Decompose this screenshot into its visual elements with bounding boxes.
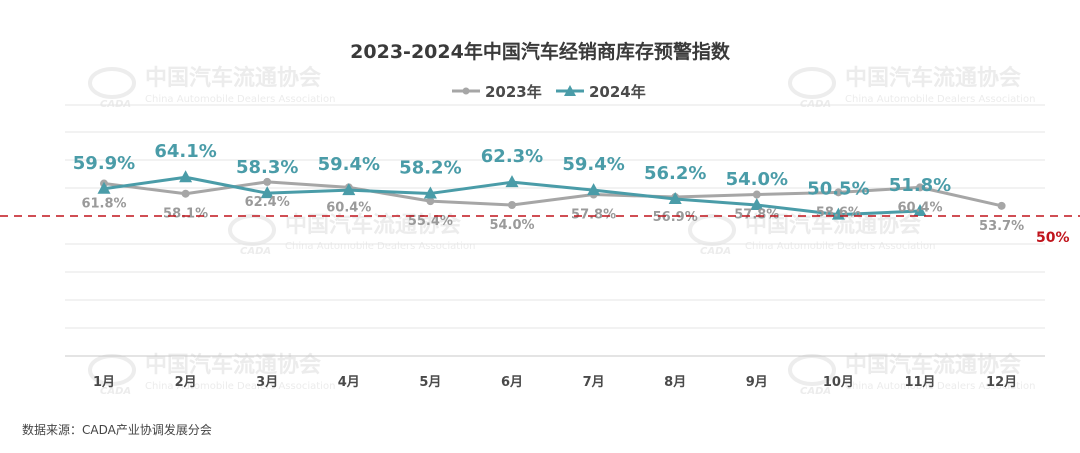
data-label-2024: 56.2% <box>644 163 706 184</box>
x-tick-label: 5月 <box>419 375 441 390</box>
x-tick-label: 6月 <box>501 375 523 390</box>
x-tick-label: 2月 <box>175 375 197 390</box>
grid-lines <box>65 104 1045 357</box>
data-label-2024: 58.2% <box>399 157 461 178</box>
watermark-subtext: China Automobile Dealers Association <box>145 94 335 105</box>
x-tick-label: 7月 <box>583 375 605 390</box>
watermark-subtext: China Automobile Dealers Association <box>145 381 335 392</box>
series-point-2023 <box>997 201 1006 210</box>
data-label-2023: 54.0% <box>489 218 534 233</box>
data-label-2023: 56.9% <box>653 210 698 225</box>
series-line-2023 <box>103 180 1002 208</box>
data-label-2024: 54.0% <box>726 169 788 190</box>
series-point-2024 <box>913 204 927 217</box>
series-point-2024 <box>342 183 356 196</box>
chart-title: 2023-2024年中国汽车经销商库存预警指数 <box>350 40 731 63</box>
legend-marker-2024 <box>564 85 576 96</box>
data-label-2024: 59.9% <box>73 153 135 174</box>
series-point-2024 <box>505 175 519 188</box>
watermark-text: 中国汽车流通协会 <box>845 65 1021 91</box>
watermark-logo-text: CADA <box>100 386 131 397</box>
series-point-2023 <box>834 188 843 197</box>
watermark-logo-icon <box>88 67 136 99</box>
data-label-2024: 59.4% <box>562 154 624 175</box>
data-label-2024: 59.4% <box>318 154 380 175</box>
data-labels: 59.9% 64.1% 58.3% 59.4% 58.2% 62.3% 59.4% 56.2%… <box>73 141 1024 234</box>
series-point-2024 <box>423 186 437 199</box>
source-note: 数据来源：CADA产业协调发展分会 <box>22 422 212 437</box>
data-label-2023: 62.4% <box>245 195 290 210</box>
reference-line-label: 50% <box>1036 230 1070 246</box>
data-label-2023: 55.4% <box>408 214 453 229</box>
watermark-subtext: China Automobile Dealers Association <box>285 241 475 252</box>
x-tick-label: 11月 <box>904 375 935 390</box>
data-label-2023: 53.7% <box>979 219 1024 234</box>
x-tick-label: 8月 <box>664 375 686 390</box>
data-label-2024: 62.3% <box>481 146 543 167</box>
data-label-2023: 60.4% <box>897 200 942 215</box>
data-label-2023: 57.8% <box>571 208 616 223</box>
watermark-subtext: China Automobile Dealers Association <box>845 94 1035 105</box>
watermark-logo-icon <box>788 67 836 99</box>
series-point-2023 <box>181 189 190 198</box>
watermark-subtext: China Automobile Dealers Association <box>845 381 1035 392</box>
series-point-2024 <box>179 170 193 183</box>
legend-label-2024: 2024年 <box>589 83 646 101</box>
data-label-2023: 57.8% <box>734 208 779 223</box>
watermark-layer: 中国汽车流通协会 China Automobile Dealers Associa… <box>88 65 1035 397</box>
data-label-2023: 60.4% <box>326 200 371 215</box>
series-point-2024 <box>750 198 764 210</box>
watermark-logo-text: CADA <box>700 246 731 257</box>
legend-label-2023: 2023年 <box>485 83 542 101</box>
series-point-2024 <box>668 191 682 204</box>
watermark-logo-icon <box>228 214 276 246</box>
reference-line: 50% <box>0 215 1080 246</box>
x-tick-label: 1月 <box>93 375 115 390</box>
data-label-2024: 51.8% <box>889 175 951 196</box>
series-point-2023 <box>508 201 516 209</box>
x-tick-label: 10月 <box>823 375 854 390</box>
watermark-text: 中国汽车流通协会 <box>145 65 321 91</box>
data-label-2023: 61.8% <box>81 197 126 212</box>
x-tick-label: 3月 <box>256 375 278 390</box>
series-point-2023 <box>263 177 272 186</box>
x-tick-label: 12月 <box>986 375 1017 390</box>
data-label-2024: 50.5% <box>807 179 869 200</box>
series-point-2024 <box>260 186 274 199</box>
data-label-2023: 58.6% <box>816 205 861 220</box>
series-layer <box>97 170 1006 220</box>
data-label-2024: 64.1% <box>154 141 216 162</box>
series-point-2024 <box>587 183 601 196</box>
data-label-2024: 58.3% <box>236 157 298 178</box>
watermark-logo-text: CADA <box>800 386 831 397</box>
series-point-2023 <box>752 190 761 199</box>
data-label-2023: 58.1% <box>163 207 208 222</box>
x-tick-label: 4月 <box>338 375 360 390</box>
legend-marker-2023 <box>462 87 470 95</box>
series-point-2023 <box>426 197 435 206</box>
series-point-2023 <box>916 183 924 192</box>
series-point-2024 <box>97 181 111 194</box>
watermark-logo-text: CADA <box>240 246 271 257</box>
legend: 2023年 2024年 <box>452 83 646 101</box>
x-tick-label: 9月 <box>746 375 768 390</box>
watermark-subtext: China Automobile Dealers Association <box>745 241 935 252</box>
x-axis: 1月 2月 3月 4月 5月 6月 7月 8月 9月 10月 11月 12月 <box>93 375 1017 390</box>
